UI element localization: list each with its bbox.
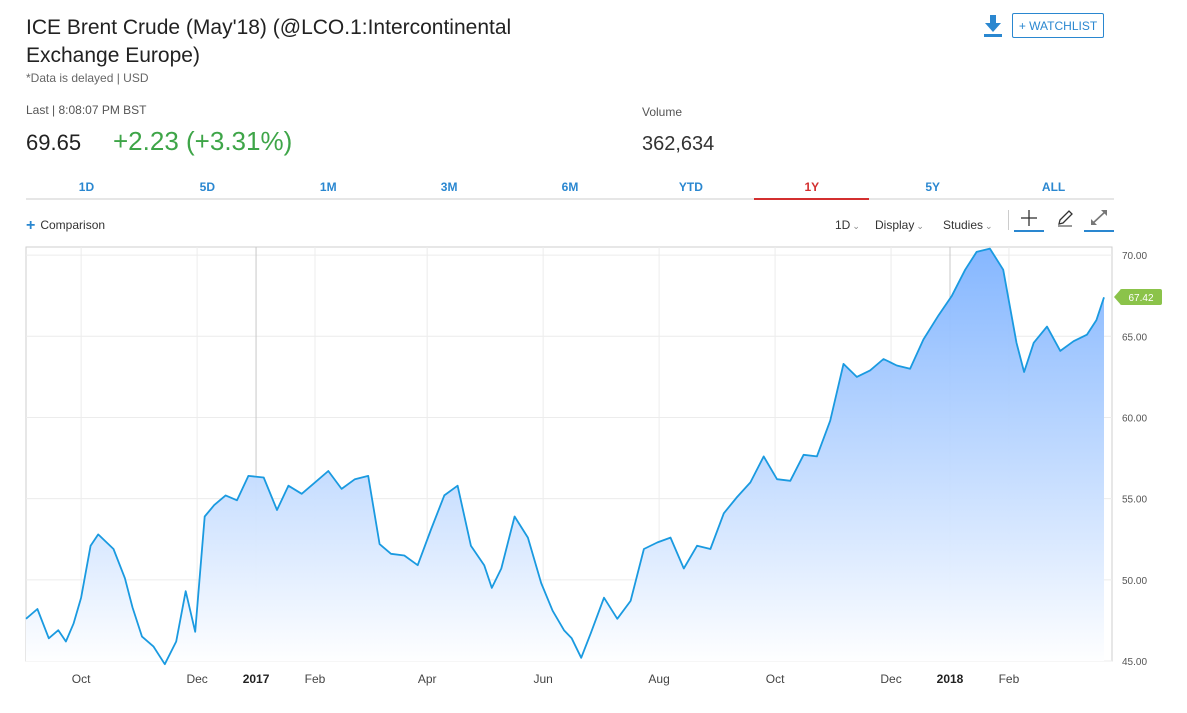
x-tick-label: Oct (766, 672, 785, 686)
price-change: +2.23 (+3.31%) (113, 126, 293, 156)
pencil-icon (1058, 210, 1073, 227)
x-tick-label: Oct (72, 672, 91, 686)
tab-3m[interactable]: 3M (440, 180, 458, 194)
price-chart[interactable]: 45.00 50.00 55.00 60.00 65.00 70.00 Oct Dec 201… (0, 240, 1187, 713)
x-tick-label: Aug (648, 672, 669, 686)
plus-icon: + (26, 217, 36, 234)
tab-1y[interactable]: 1Y (751, 177, 872, 200)
chevron-down-icon: ⌄ (852, 221, 860, 231)
price-line (25, 247, 1105, 666)
y-axis: 45.00 50.00 55.00 60.00 65.00 70.00 (1122, 251, 1147, 668)
y-tick-label: 50.00 (1122, 576, 1147, 587)
tab-1m[interactable]: 1M (319, 180, 337, 194)
x-tick-label: Feb (305, 672, 326, 686)
volume-label: Volume (642, 105, 683, 119)
last-trade-label: Last | 8:08:07 PM BST (26, 103, 147, 117)
tab-all[interactable]: ALL (1041, 180, 1066, 194)
add-to-watchlist-button[interactable]: + WATCHLIST (1012, 13, 1104, 38)
display-label: Display (875, 218, 915, 232)
studies-label: Studies (943, 218, 984, 232)
volume-value: 362,634 (642, 133, 715, 155)
studies-dropdown[interactable]: Studies ⌄ (943, 218, 993, 232)
y-tick-label: 65.00 (1122, 332, 1147, 343)
fullscreen-button[interactable] (1084, 208, 1114, 232)
x-tick-label: Jun (533, 672, 552, 686)
chevron-down-icon: ⌄ (985, 221, 993, 231)
x-tick-label: Dec (186, 672, 207, 686)
download-icon[interactable] (983, 14, 1003, 38)
comparison-label: Comparison (40, 218, 106, 232)
expand-icon (1091, 210, 1107, 225)
range-tabs: 1D 5D 1M 3M 6M YTD 1Y 5Y ALL (26, 177, 1114, 200)
y-tick-label: 45.00 (1122, 657, 1147, 668)
crosshair-icon (1021, 210, 1037, 226)
tab-ytd[interactable]: YTD (678, 180, 703, 194)
tab-5d[interactable]: 5D (199, 180, 215, 194)
tab-5y[interactable]: 5Y (925, 180, 941, 194)
page-title: ICE Brent Crude (May'18) (@LCO.1:Interco… (26, 16, 512, 67)
x-tick-label: Feb (999, 672, 1020, 686)
last-value-label: 67.42 (1128, 293, 1153, 304)
draw-button[interactable] (1050, 208, 1080, 230)
crosshair-button[interactable] (1014, 208, 1044, 232)
comparison-button[interactable]: + Comparison (26, 217, 105, 235)
chevron-down-icon: ⌄ (916, 221, 924, 231)
interval-label: 1D (835, 218, 851, 232)
interval-dropdown[interactable]: 1D ⌄ (835, 218, 860, 232)
tab-1d[interactable]: 1D (78, 180, 95, 194)
x-axis: Oct Dec 2017 Feb Apr Jun Aug Oct Dec 2018 Feb (72, 672, 1020, 686)
tab-6m[interactable]: 6M (561, 180, 579, 194)
delayed-note: *Data is delayed | USD (26, 71, 149, 85)
badge-background (1120, 289, 1162, 306)
y-tick-label: 60.00 (1122, 413, 1147, 424)
badge-pointer (1114, 289, 1121, 306)
display-dropdown[interactable]: Display ⌄ (875, 218, 924, 232)
y-tick-label: 70.00 (1122, 251, 1147, 262)
x-tick-label: 2018 (937, 672, 964, 686)
toolbar-divider (1008, 210, 1009, 230)
x-tick-label: Apr (418, 672, 437, 686)
x-tick-label: Dec (880, 672, 901, 686)
last-price: 69.65 (26, 130, 82, 155)
last-value-badge: 67.42 (1114, 289, 1162, 306)
price-area (26, 248, 1104, 665)
y-tick-label: 55.00 (1122, 495, 1147, 506)
x-tick-label: 2017 (243, 672, 270, 686)
